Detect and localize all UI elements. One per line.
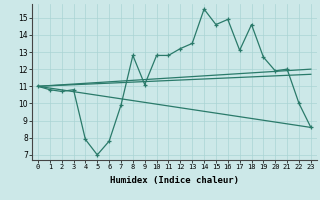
X-axis label: Humidex (Indice chaleur): Humidex (Indice chaleur) bbox=[110, 176, 239, 185]
